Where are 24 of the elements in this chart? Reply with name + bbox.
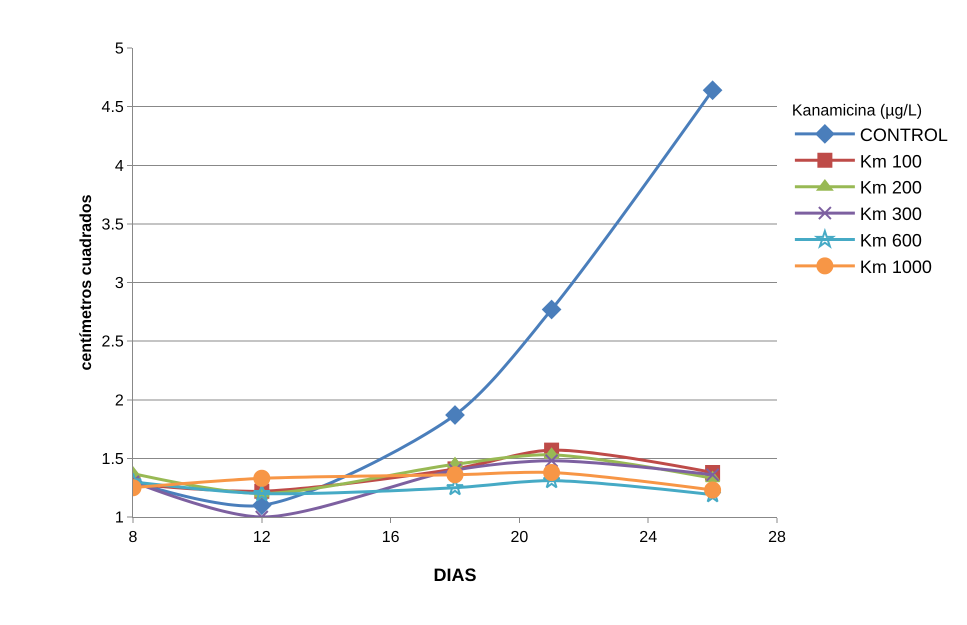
legend-title: Kanamicina (µg/L) — [792, 102, 922, 120]
y-tick-label: 2.5 — [102, 334, 124, 351]
x-tick-label: 24 — [639, 529, 658, 546]
y-axis-title: centímetros cuadrados — [78, 194, 95, 371]
legend-label: Km 200 — [860, 178, 922, 198]
y-tick-label: 4 — [114, 158, 124, 175]
legend-label: Km 1000 — [860, 256, 932, 277]
y-tick-label: 3 — [114, 275, 124, 292]
legend-label: CONTROL — [860, 124, 948, 145]
y-tick-label: 5 — [114, 40, 124, 58]
x-tick-label: 20 — [510, 529, 528, 546]
y-tick-label: 2 — [114, 392, 124, 410]
y-tick-label: 3.5 — [102, 216, 124, 234]
legend-label: Km 600 — [860, 230, 922, 251]
legend-label: Km 100 — [860, 151, 922, 172]
y-tick-label: 4.5 — [102, 99, 124, 116]
x-axis-title: DIAS — [433, 565, 477, 585]
x-tick-label: 8 — [128, 529, 138, 546]
x-tick-label: 28 — [768, 529, 786, 546]
x-tick-label: 12 — [252, 529, 271, 546]
y-tick-label: 1.5 — [102, 450, 124, 468]
legend-label: Km 300 — [860, 204, 922, 224]
x-tick-label: 16 — [382, 529, 400, 546]
y-tick-label: 1 — [114, 510, 124, 527]
